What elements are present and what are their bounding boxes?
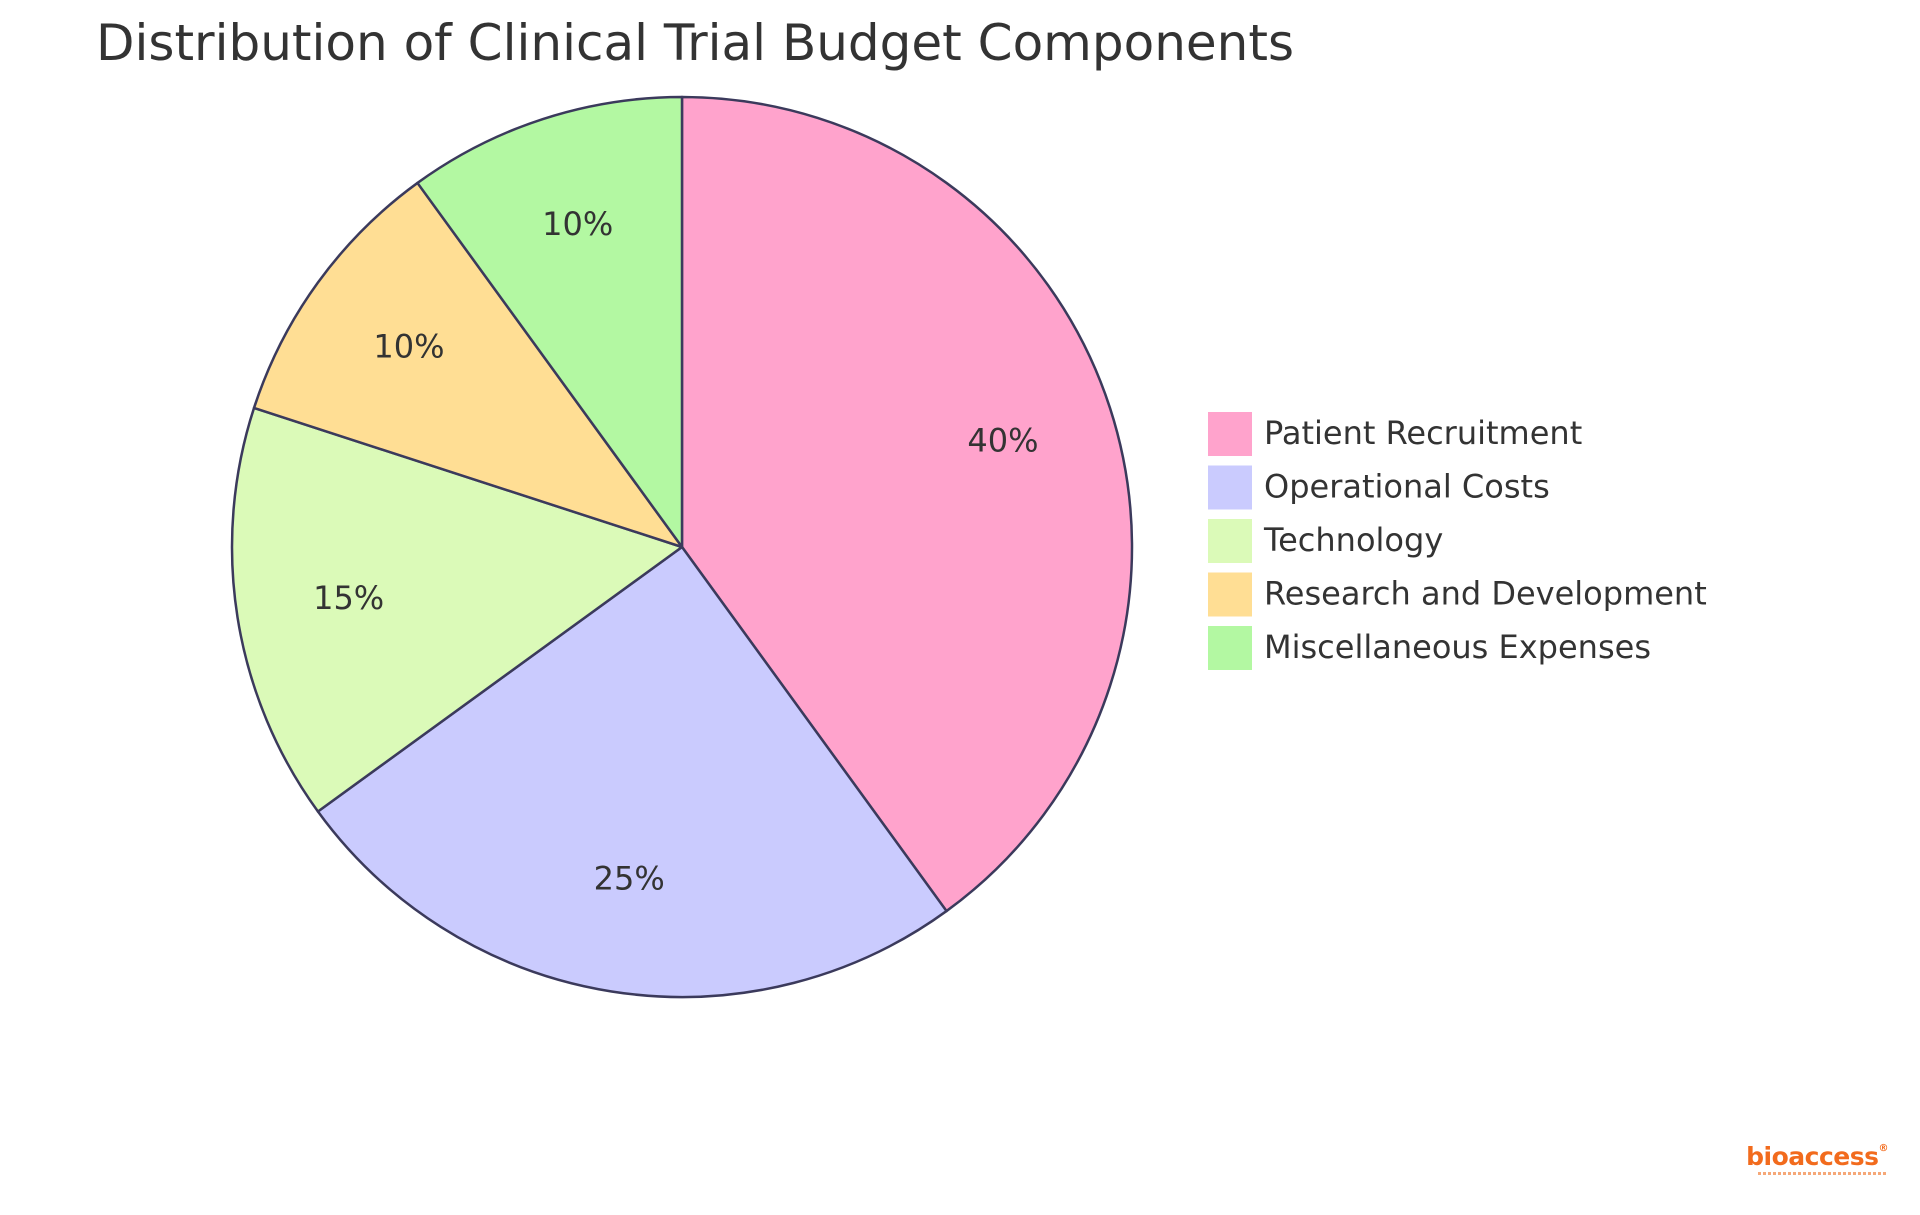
legend-swatch-technology bbox=[1208, 519, 1252, 563]
legend-label-patient-recruitment: Patient Recruitment bbox=[1264, 414, 1582, 452]
pie-slice-research-and-development bbox=[252, 181, 684, 549]
slice-label-miscellaneous-expenses: 10% bbox=[542, 205, 613, 243]
legend-swatch-operational-costs bbox=[1208, 465, 1252, 510]
pie-slices bbox=[230, 95, 1134, 999]
legend-swatch-miscellaneous-expenses bbox=[1208, 626, 1252, 670]
slice-label-operational-costs: 25% bbox=[594, 859, 665, 897]
legend-swatch-patient-recruitment bbox=[1208, 412, 1252, 456]
pie-slice-miscellaneous-expenses bbox=[416, 95, 684, 549]
pie-slice-technology bbox=[230, 406, 684, 813]
legend-label-research-and-development: Research and Development bbox=[1264, 575, 1707, 613]
pie-slice-operational-costs bbox=[316, 545, 948, 999]
pie-slice-patient-recruitment bbox=[680, 95, 1134, 913]
slice-label-patient-recruitment: 40% bbox=[967, 422, 1038, 460]
legend-swatch-research-and-development bbox=[1208, 572, 1252, 617]
chart-title: Distribution of Clinical Trial Budget Co… bbox=[96, 14, 1294, 72]
slice-label-technology: 15% bbox=[313, 579, 384, 617]
pie-slice-labels: 40% 25% 15% 10% 10% bbox=[313, 205, 1038, 897]
logo-registered-mark: ® bbox=[1878, 1143, 1889, 1154]
legend-label-operational-costs: Operational Costs bbox=[1264, 468, 1550, 506]
bioaccess-logo: bioaccess® bbox=[1746, 1144, 1888, 1175]
legend-label-miscellaneous-expenses: Miscellaneous Expenses bbox=[1264, 628, 1651, 666]
slice-label-research-and-development: 10% bbox=[373, 328, 444, 366]
logo-tagline bbox=[1758, 1172, 1888, 1175]
legend: Patient Recruitment Operational Costs Tech… bbox=[1208, 412, 1707, 670]
logo-text: bioaccess bbox=[1746, 1142, 1879, 1171]
legend-label-technology: Technology bbox=[1263, 521, 1443, 559]
